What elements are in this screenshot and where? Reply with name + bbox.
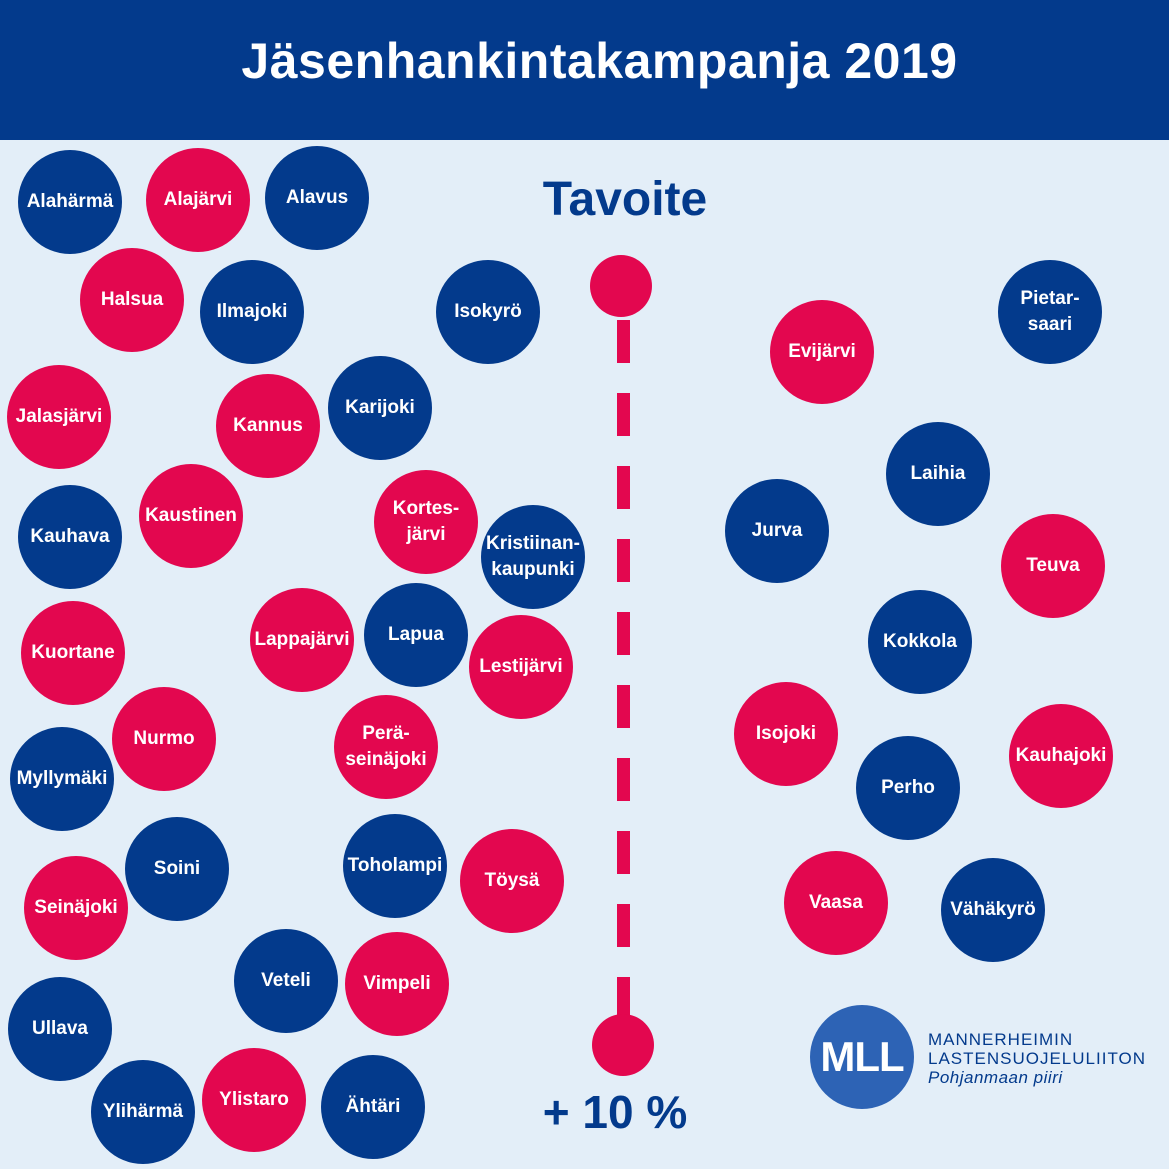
municipality-circle: Soini [125,817,229,921]
municipality-circle: Myllymäki [10,727,114,831]
municipality-circle: Lapua [364,583,468,687]
goal-dash-segment [617,977,630,1020]
goal-dash-segment [617,685,630,728]
municipality-circle: Halsua [80,248,184,352]
goal-dash-segment [617,758,630,801]
municipality-circle: Nurmo [112,687,216,791]
municipality-circle: Alavus [265,146,369,250]
goal-dash-segment [617,612,630,655]
municipality-circle: Pietar- saari [998,260,1102,364]
municipality-circle: Lestijärvi [469,615,573,719]
page-title: Jäsenhankintakampanja 2019 [241,33,958,89]
municipality-circle: Veteli [234,929,338,1033]
goal-title: Tavoite [542,173,708,226]
header-banner: Jäsenhankintakampanja 2019 [0,0,1169,140]
municipality-circle: Teuva [1001,514,1105,618]
municipality-circle: Kaustinen [139,464,243,568]
municipality-circle: Ähtäri [321,1055,425,1159]
goal-dash-segment [617,904,630,947]
municipality-circle: Evijärvi [770,300,874,404]
municipality-circle: Ilmajoki [200,260,304,364]
municipality-circle: Kauhava [18,485,122,589]
goal-dash-segment [617,320,630,363]
logo-line-3: Pohjanmaan piiri [928,1068,1063,1087]
municipality-circle: Kannus [216,374,320,478]
municipality-circle: Kristiinan- kaupunki [481,505,585,609]
municipality-circle: Kokkola [868,590,972,694]
goal-value: + 10 % [542,1086,688,1138]
mll-logo-badge: MLL [810,1005,914,1109]
municipality-circle: Isokyrö [436,260,540,364]
municipality-circle: Vimpeli [345,932,449,1036]
municipality-circle: Jurva [725,479,829,583]
municipality-circle: Perho [856,736,960,840]
municipality-circle: Karijoki [328,356,432,460]
logo-line-2: LASTENSUOJELULIITON [928,1049,1147,1068]
municipality-circle: Vähäkyrö [941,858,1045,962]
municipality-circle: Töysä [460,829,564,933]
goal-dash-segment [617,393,630,436]
municipality-circle: Toholampi [343,814,447,918]
municipality-circle: Kuortane [21,601,125,705]
municipality-circle: Kauhajoki [1009,704,1113,808]
logo-line-1: MANNERHEIMIN [928,1030,1074,1049]
municipality-circle: Vaasa [784,851,888,955]
goal-dash-segment [617,466,630,509]
municipality-circle: Lappajärvi [250,588,354,692]
mll-logo-text: MANNERHEIMIN LASTENSUOJELULIITON Pohjanm… [928,1030,1146,1087]
municipality-circle: Kortes- järvi [374,470,478,574]
municipality-circle: Jalasjärvi [7,365,111,469]
municipality-circle: Alajärvi [146,148,250,252]
goal-top-dot [590,255,652,317]
goal-dash-segment [617,539,630,582]
municipality-circle: Isojoki [734,682,838,786]
municipality-circle: Perä- seinäjoki [334,695,438,799]
goal-bottom-dot [592,1014,654,1076]
municipality-circle: Laihia [886,422,990,526]
municipality-circle: Alahärmä [18,150,122,254]
municipality-circle: Ylihärmä [91,1060,195,1164]
municipality-circle: Seinäjoki [24,856,128,960]
municipality-circle: Ylistaro [202,1048,306,1152]
municipality-circle: Ullava [8,977,112,1081]
goal-dash-segment [617,831,630,874]
